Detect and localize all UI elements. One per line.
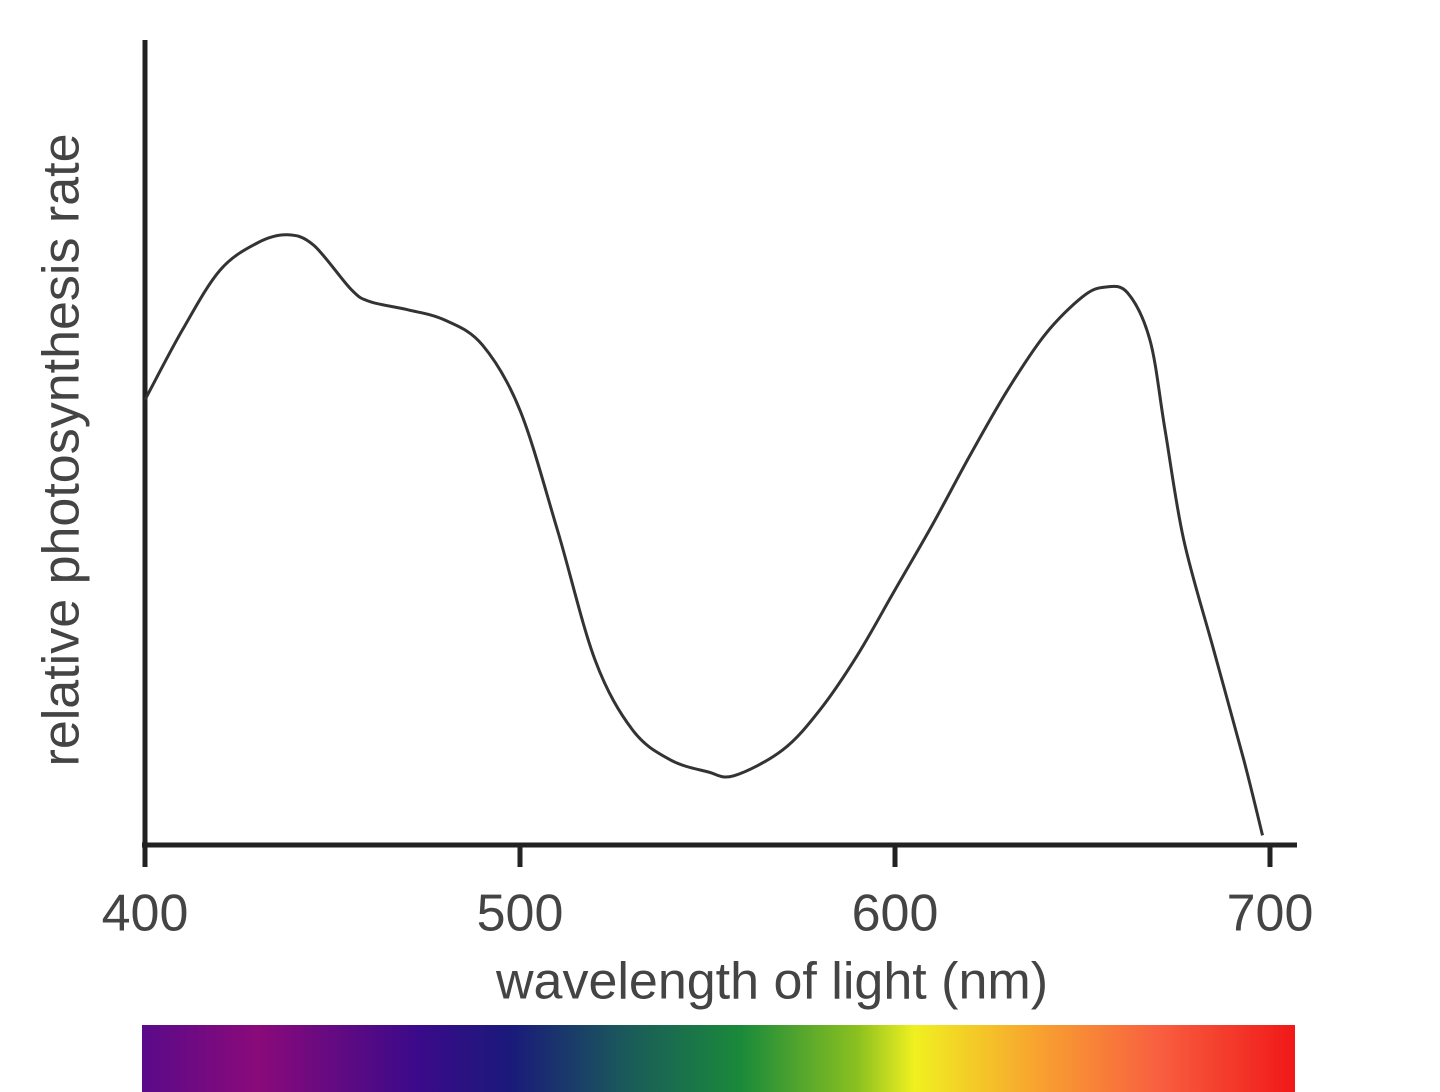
- x-tick-label: 700: [1227, 885, 1314, 943]
- x-tick-label: 500: [477, 885, 564, 943]
- data-line: [143, 233, 1264, 836]
- x-axis-label: wavelength of light (nm): [495, 953, 1048, 1011]
- x-tick-label: 400: [102, 885, 189, 943]
- spectrum-bar: [142, 1025, 1295, 1092]
- y-axis-label: relative photosynthesis rate: [33, 133, 91, 766]
- x-tick-label: 600: [852, 885, 939, 943]
